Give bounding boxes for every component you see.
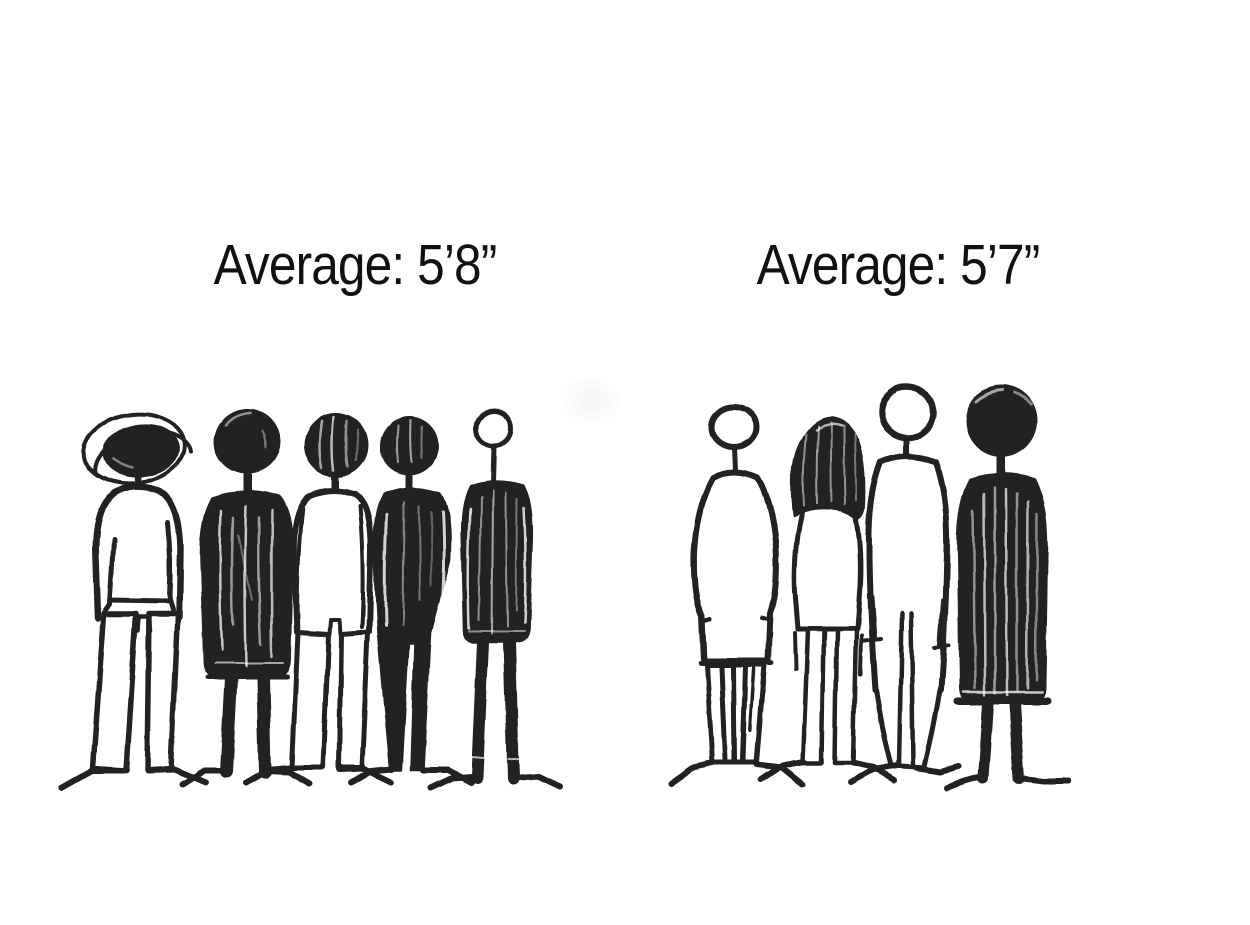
foot-left (179, 767, 231, 787)
leg-left (90, 611, 139, 773)
arm-left (295, 500, 305, 624)
head-texture (396, 420, 422, 463)
leg-left (471, 636, 489, 783)
leg-right (144, 611, 181, 773)
head (304, 413, 368, 477)
foot-right (337, 766, 394, 785)
foot-right (510, 773, 562, 789)
head-texture (224, 410, 267, 449)
head-texture (318, 415, 359, 472)
skirt-stripes (719, 664, 756, 764)
foot-right (913, 764, 961, 775)
head (709, 404, 759, 450)
torso (865, 453, 951, 693)
crotch-mark (135, 614, 153, 634)
torso (290, 487, 375, 635)
leg-right (503, 636, 519, 785)
head (965, 385, 1037, 457)
crotch-mark (327, 618, 342, 636)
foot-left (847, 763, 901, 786)
left-figure-3 (243, 413, 394, 786)
leg-left (977, 698, 994, 785)
neck (490, 443, 497, 487)
leg-left (219, 671, 238, 778)
hand-left (698, 605, 712, 623)
waist-line (107, 597, 173, 604)
coat (199, 490, 294, 677)
foot-right (1015, 775, 1072, 784)
coat (956, 473, 1049, 702)
leg-left (800, 626, 827, 766)
torso (92, 483, 184, 622)
leg-right (1008, 698, 1025, 785)
left-figure-5 (428, 408, 562, 791)
left-figure-4 (348, 417, 474, 786)
head (474, 408, 514, 448)
body-texture (383, 501, 446, 627)
head (877, 383, 937, 441)
right-figure-3 (847, 383, 961, 786)
hand-right (760, 603, 774, 621)
leg-right (832, 626, 859, 766)
foot-left (668, 760, 716, 786)
head (214, 408, 280, 474)
leg-right (256, 671, 272, 779)
hand-left (793, 631, 798, 671)
foot-left (944, 774, 987, 791)
hair-texture (802, 422, 857, 507)
foot-right (263, 768, 313, 787)
bob-hair (790, 416, 866, 520)
foot-left (243, 765, 293, 786)
right-group-average-label: Average: 5’7” (756, 233, 1041, 297)
coat-pinstripes (961, 486, 1044, 697)
coat-texture (466, 490, 527, 634)
coat (460, 481, 534, 643)
foot-left (758, 759, 807, 783)
left-group-average-label: Average: 5’8” (213, 233, 498, 297)
head-texture (974, 388, 1033, 407)
foot-left (428, 773, 481, 791)
arm-right (358, 505, 366, 629)
paper-smudge (546, 362, 636, 440)
neck (732, 444, 739, 474)
dress (690, 469, 780, 664)
leg-right (336, 629, 371, 771)
foot-left (59, 767, 127, 790)
hand-left (862, 595, 883, 643)
arm-right (164, 519, 176, 613)
torso (792, 501, 863, 632)
right-figure-2 (758, 416, 898, 784)
leg-left (289, 629, 331, 771)
foot-left (348, 766, 395, 786)
right-figure-1 (668, 404, 805, 788)
arm-left (101, 537, 117, 616)
right-group-figures (668, 383, 1072, 791)
left-figure-2 (179, 408, 313, 787)
coat-texture (214, 504, 284, 668)
hand-right (858, 634, 863, 675)
hand-right (933, 598, 951, 649)
left-figure-1 (59, 411, 208, 790)
ankle-marks (471, 756, 520, 760)
left-group-figures (59, 408, 562, 791)
right-figure-4 (944, 385, 1072, 791)
head-texture (111, 457, 135, 470)
